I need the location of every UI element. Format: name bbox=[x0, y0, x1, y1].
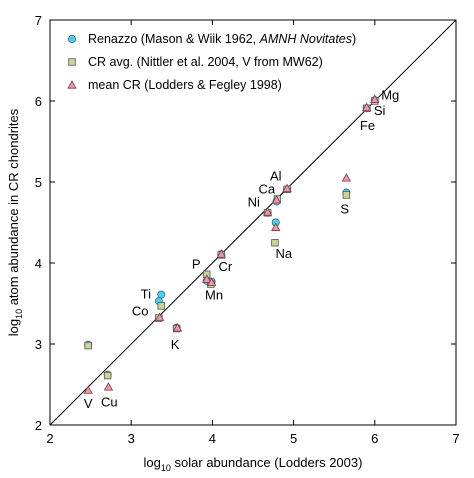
series-3-point bbox=[103, 382, 114, 391]
x-tick-label: 4 bbox=[209, 431, 216, 446]
one-to-one-line bbox=[49, 19, 457, 426]
legend-entry-1: Renazzo (Mason & Wiik 1962, AMNH Novitat… bbox=[88, 32, 356, 46]
series-3-point bbox=[341, 173, 352, 182]
series-2-point bbox=[84, 341, 92, 350]
y-tick-label: 4 bbox=[35, 256, 42, 271]
legend-entry-italic: AMNH Novitates bbox=[259, 32, 352, 46]
element-label: Na bbox=[276, 246, 293, 261]
y-tick-label: 2 bbox=[35, 418, 42, 433]
legend-entry-text: CR avg. (Nittler et al. 2004, V from MW6… bbox=[88, 55, 323, 69]
y-axis-title-log: log bbox=[6, 319, 21, 336]
series-3-point bbox=[154, 312, 165, 321]
y-tick-label: 7 bbox=[35, 13, 42, 28]
series-3-point bbox=[202, 274, 212, 283]
element-label: Ni bbox=[248, 194, 260, 209]
data-points bbox=[83, 94, 380, 394]
element-label: Ca bbox=[258, 181, 275, 196]
series-2-point bbox=[271, 239, 279, 247]
legend-entry-2: CR avg. (Nittler et al. 2004, V from MW6… bbox=[88, 55, 323, 69]
legend-entry-text: Renazzo (Mason & Wiik 1962, bbox=[88, 32, 260, 46]
element-label: S bbox=[340, 202, 349, 217]
series-3-point bbox=[83, 385, 93, 394]
element-label: Fe bbox=[360, 118, 375, 133]
x-tick-label: 5 bbox=[290, 431, 297, 446]
element-label: Mg bbox=[381, 87, 399, 102]
plot-frame bbox=[49, 19, 457, 426]
series-3-point bbox=[271, 222, 281, 231]
series-2-point bbox=[157, 302, 165, 310]
element-label: Ti bbox=[141, 287, 151, 302]
y-tick-label: 5 bbox=[35, 175, 42, 190]
legend-entry-3: mean CR (Lodders & Fegley 1998) bbox=[88, 78, 282, 92]
x-axis-title-log: log bbox=[144, 455, 161, 470]
element-label: Mn bbox=[205, 287, 223, 302]
series-3-point bbox=[271, 194, 282, 204]
y-axis-ticks: 2 3 4 5 6 7 bbox=[35, 13, 456, 433]
element-label: P bbox=[192, 257, 201, 272]
element-label: Si bbox=[374, 103, 386, 118]
series-3-point bbox=[172, 322, 183, 332]
x-axis-title-rest: solar abundance (Lodders 2003) bbox=[171, 455, 363, 470]
y-axis-title-rest: atom abundance in CR chondrites bbox=[6, 108, 21, 309]
x-tick-label: 2 bbox=[46, 431, 53, 446]
series-3-point bbox=[370, 94, 380, 103]
x-tick-label: 7 bbox=[452, 431, 459, 446]
element-label: K bbox=[171, 337, 180, 352]
series-3-point bbox=[362, 102, 372, 112]
element-label: V bbox=[84, 396, 93, 411]
x-axis-title-subscript: 10 bbox=[161, 463, 171, 473]
element-label: Cu bbox=[101, 394, 118, 409]
element-label: Al bbox=[270, 168, 282, 183]
x-axis-title: log10 solar abundance (Lodders 2003) bbox=[144, 455, 363, 473]
legend-entry-tail: ) bbox=[352, 32, 356, 46]
y-axis-title: log10 atom abundance in CR chondrites bbox=[6, 108, 24, 336]
series-3-point bbox=[262, 207, 273, 216]
element-label: Cr bbox=[219, 259, 233, 274]
legend-marker-2 bbox=[68, 58, 76, 66]
x-tick-label: 3 bbox=[128, 431, 135, 446]
legend-marker-3 bbox=[67, 80, 77, 89]
y-axis-title-subscript: 10 bbox=[14, 309, 24, 319]
y-tick-label: 3 bbox=[35, 337, 42, 352]
series-2-point bbox=[342, 191, 351, 199]
legend-entry-text: mean CR (Lodders & Fegley 1998) bbox=[88, 78, 282, 92]
x-axis-ticks: 2 3 4 5 6 7 bbox=[46, 20, 460, 446]
element-label: Co bbox=[132, 304, 149, 319]
legend-marker-1 bbox=[68, 35, 77, 44]
series-2-point bbox=[103, 371, 112, 380]
series-3-point bbox=[282, 183, 292, 193]
x-tick-label: 6 bbox=[371, 431, 378, 446]
legend: Renazzo (Mason & Wiik 1962, AMNH Novitat… bbox=[67, 32, 356, 92]
y-tick-label: 6 bbox=[35, 94, 42, 109]
series-3-point bbox=[216, 249, 227, 258]
series-3-point bbox=[206, 277, 217, 287]
